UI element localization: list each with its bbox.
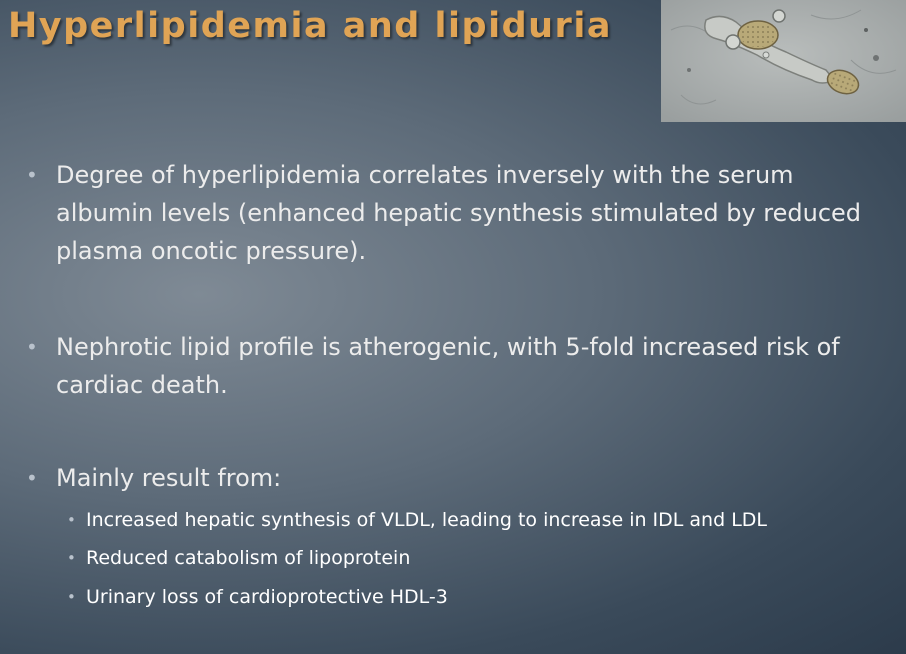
bullet-marker: •: [67, 549, 76, 567]
bullet-mainly-result-from: • Mainly result from:: [26, 459, 886, 497]
bullet-marker: •: [67, 511, 76, 529]
sub-bullet-text: Urinary loss of cardioprotective HDL-3: [86, 586, 448, 608]
sub-bullet-text: Increased hepatic synthesis of VLDL, lea…: [86, 509, 768, 531]
sub-bullet-hdl3-loss: • Urinary loss of cardioprotective HDL-3: [67, 584, 886, 610]
sub-bullet-reduced-catabolism: • Reduced catabolism of lipoprotein: [67, 545, 886, 571]
bullet-hyperlipidemia-albumin: • Degree of hyperlipidemia correlates in…: [26, 156, 886, 270]
bullet-marker: •: [26, 335, 38, 359]
bullet-text: Degree of hyperlipidemia correlates inve…: [56, 161, 862, 265]
bullet-marker: •: [26, 466, 38, 490]
slide-title: Hyperlipidemia and lipiduria: [8, 6, 612, 46]
bullet-marker: •: [26, 163, 38, 187]
sub-bullet-vldl-synthesis: • Increased hepatic synthesis of VLDL, l…: [67, 507, 886, 533]
bullet-marker: •: [67, 588, 76, 606]
bullet-atherogenic-profile: • Nephrotic lipid profile is atherogenic…: [26, 328, 886, 404]
micrograph-image: [661, 0, 906, 122]
sub-bullet-text: Reduced catabolism of lipoprotein: [86, 547, 411, 569]
urinary-cast-micrograph-icon: [661, 0, 906, 122]
bullet-text: Nephrotic lipid profile is atherogenic, …: [56, 333, 840, 399]
bullet-text: Mainly result from:: [56, 464, 282, 492]
